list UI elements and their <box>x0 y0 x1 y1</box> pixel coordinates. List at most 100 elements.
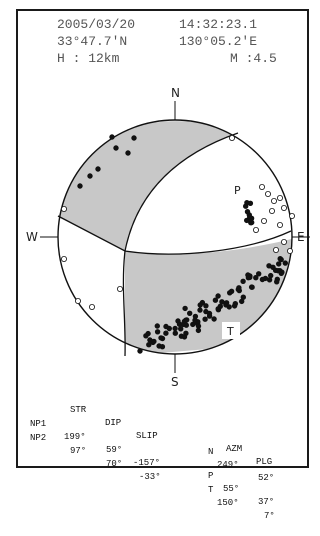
compression-dot <box>247 200 254 206</box>
north-label: N <box>171 86 180 100</box>
dilatation-dot <box>89 303 96 310</box>
t-axis-name: T <box>208 485 214 495</box>
compression-dot <box>197 307 203 313</box>
nodal-plane-1 <box>122 132 239 357</box>
compression-dot <box>146 342 152 348</box>
event-latitude: 33°47.7'N <box>57 34 128 49</box>
compression-dot <box>172 325 178 332</box>
n-axis-name: N <box>208 447 214 457</box>
compression-dot <box>274 279 280 285</box>
compression-dot <box>163 330 169 336</box>
compression-dot <box>211 316 217 322</box>
compression-dot <box>137 348 143 354</box>
compression-dot <box>203 308 209 315</box>
compression-dot <box>145 330 151 337</box>
dilatation-dot <box>75 297 82 304</box>
compression-dot <box>87 173 93 179</box>
compression-dot <box>131 135 137 141</box>
np1-dip: 59° <box>106 445 123 455</box>
compression-dot <box>186 310 193 316</box>
t-axis-plg: 7° <box>264 511 275 521</box>
dilatation-dot <box>228 135 235 142</box>
np2-name: NP2 <box>30 433 47 443</box>
dilatation-dot <box>280 204 287 211</box>
dilatation-dot <box>117 285 124 292</box>
compression-dot <box>197 302 203 308</box>
p-axis-plg: 37° <box>258 497 275 507</box>
compression-dot <box>109 134 115 140</box>
col-dip: DIP <box>105 418 122 428</box>
focal-mechanism-diagram: N S W E P T <box>26 86 310 389</box>
compression-dot <box>244 208 251 215</box>
compression-dot <box>203 303 209 309</box>
compression-dot <box>255 271 262 277</box>
compression-dot <box>232 301 238 307</box>
np1-name: NP1 <box>30 419 47 429</box>
compression-dot <box>159 344 166 350</box>
col-plg: PLG <box>256 457 273 467</box>
compression-dot <box>195 327 202 334</box>
compression-polarity-dots <box>77 134 288 354</box>
dilatation-dot <box>61 255 68 262</box>
n-axis-azm: 249° <box>217 460 239 470</box>
compression-dot <box>238 298 245 305</box>
compression-dot <box>248 215 254 222</box>
compression-dot <box>190 321 196 328</box>
p-axis-label: P <box>234 184 241 197</box>
t-axis-azm: 150° <box>217 498 239 508</box>
compression-dot <box>180 321 186 328</box>
t-axis-label-bg <box>222 322 240 339</box>
t-axis-label: T <box>226 325 234 338</box>
event-date: 2005/03/20 <box>57 17 136 32</box>
dilatation-dot <box>268 207 275 214</box>
col-str: STR <box>70 405 87 415</box>
dilatation-dot <box>258 183 265 190</box>
table-row-naxis: N 249° 52° <box>18 433 274 498</box>
dilatation-dot <box>272 246 279 253</box>
event-longitude: 130°05.2'E <box>179 34 258 49</box>
compression-dot <box>266 277 273 283</box>
compression-dot <box>154 323 160 329</box>
col-azm: AZM <box>226 444 243 454</box>
np1-slip: -157° <box>133 458 161 468</box>
compression-dot <box>278 256 284 263</box>
p-axis-label-bg <box>233 183 244 196</box>
compression-dot <box>183 317 190 323</box>
compression-dot <box>163 323 169 330</box>
table-header-row: STR DIP SLIP AZM PLG <box>18 391 272 482</box>
compression-dot <box>240 278 246 284</box>
event-depth: H : 12km <box>57 51 120 66</box>
compression-dot <box>242 203 249 209</box>
p-axis-name: P <box>208 471 214 481</box>
dilatation-dot <box>61 205 68 212</box>
compression-dot <box>259 276 266 283</box>
nodal-plane-2 <box>57 215 292 255</box>
np2-slip: -33° <box>139 472 161 482</box>
south-label: S <box>171 375 179 389</box>
compression-dot <box>236 287 242 294</box>
np1-strike: 199° <box>64 432 86 442</box>
compression-quadrant-nw <box>58 121 238 251</box>
compression-dot <box>215 293 221 299</box>
compression-dot <box>245 275 252 281</box>
compression-dot <box>243 217 250 224</box>
mechanism-panel: 2005/03/20 14:32:23.1 33°47.7'N 130°05.2… <box>16 9 310 521</box>
compression-dot <box>125 150 131 156</box>
np2-dip: 70° <box>106 459 123 469</box>
col-slip: SLIP <box>136 431 158 441</box>
compression-dot <box>158 335 164 341</box>
compression-dot <box>206 313 213 319</box>
compression-dot <box>212 297 219 303</box>
compression-dot <box>278 270 284 276</box>
event-magnitude: M :4.5 <box>230 51 277 66</box>
compression-dot <box>95 166 101 172</box>
compression-dot <box>192 313 199 320</box>
dilatation-dot <box>288 212 295 219</box>
compression-dot <box>77 183 83 189</box>
p-axis-azm: 55° <box>223 484 240 494</box>
compression-dot <box>181 334 188 340</box>
compression-dot <box>172 330 178 336</box>
dilatation-dot <box>252 226 259 233</box>
dilatation-dot <box>260 217 267 224</box>
compression-dot <box>215 306 221 312</box>
